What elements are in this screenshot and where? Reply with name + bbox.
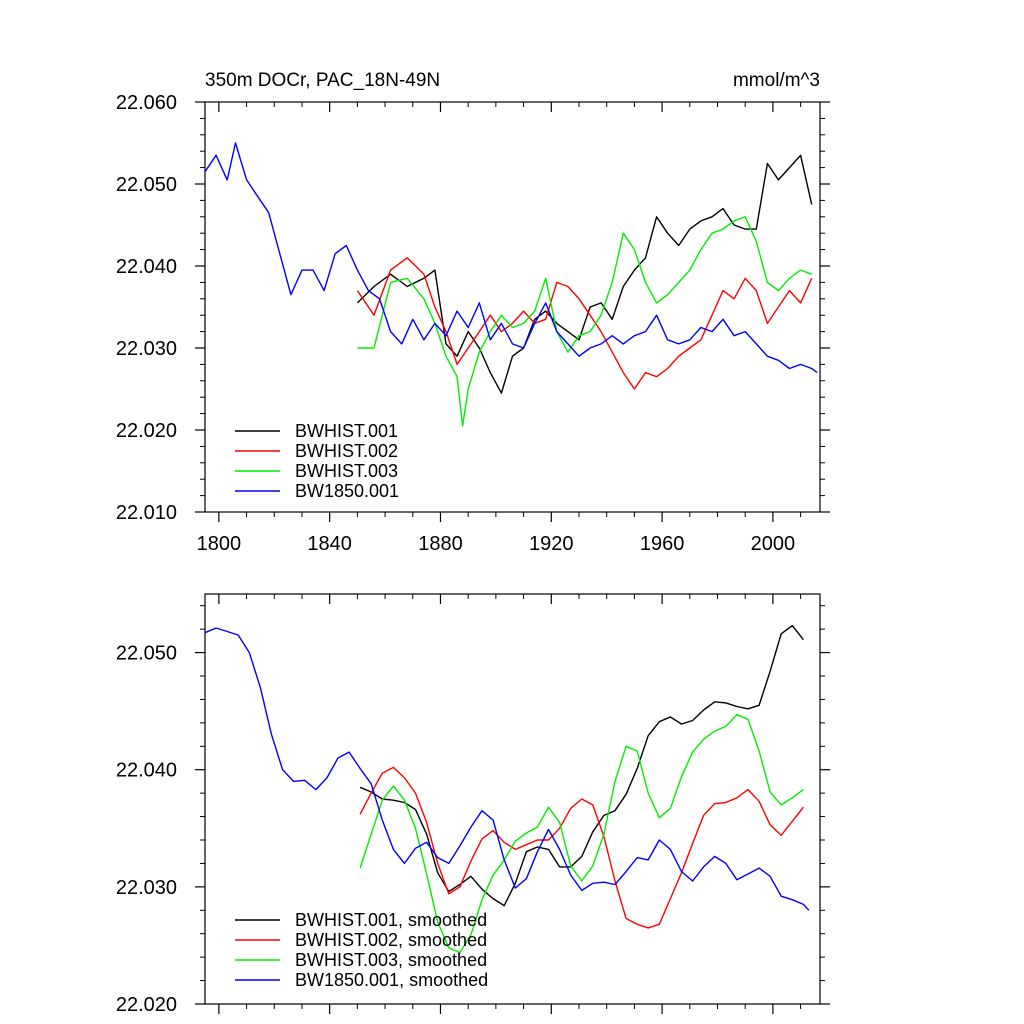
series-line-bw1850-001 <box>204 142 818 374</box>
series-line-bwhist-002-smoothed <box>359 766 804 929</box>
series-line-bw1850-001-smoothed <box>204 627 810 911</box>
units-label: mmol/m^3 <box>733 70 820 91</box>
series-line-bwhist-003-smoothed <box>359 714 804 954</box>
top-axis-ticks: 1800 1840 1880 1920 1960 2000 22.010 22.020 22.0… <box>116 92 830 555</box>
legend-label: BWHIST.002, smoothed <box>295 930 487 950</box>
y-tick-label: 22.030 <box>116 338 177 360</box>
x-tick-label: 1880 <box>418 533 463 555</box>
legend-label: BWHIST.001 <box>295 421 398 441</box>
x-tick-label: 1800 <box>197 533 242 555</box>
x-tick-label: 2000 <box>751 533 796 555</box>
top-plot-frame <box>204 101 821 513</box>
legend-label: BWHIST.001, smoothed <box>295 910 487 930</box>
y-tick-label: 22.050 <box>116 174 177 196</box>
y-tick-label: 22.010 <box>116 502 177 524</box>
legend-label: BWHIST.002 <box>295 441 398 461</box>
figure-title: 350m DOCr, PAC_18N-49N <box>205 70 440 91</box>
y-tick-label: 22.040 <box>116 256 177 278</box>
legend-label: BWHIST.003, smoothed <box>295 950 487 970</box>
y-tick-label: 22.030 <box>116 877 177 899</box>
series-line-bwhist-003 <box>357 216 812 427</box>
top-series-group <box>204 142 818 427</box>
series-line-bwhist-001 <box>356 154 813 394</box>
legend-label: BWHIST.003 <box>295 461 398 481</box>
y-tick-label: 22.040 <box>116 760 177 782</box>
legend-label: BW1850.001, smoothed <box>295 970 488 990</box>
y-tick-label: 22.050 <box>116 643 177 665</box>
legend-label: BW1850.001 <box>295 481 399 501</box>
bottom-chart-panel: 22.020 22.030 22.040 22.050 BWHIST.001, smo… <box>116 593 830 1016</box>
top-chart-panel: 1800 1840 1880 1920 1960 2000 22.010 22.020 22.0… <box>116 92 830 555</box>
x-tick-label: 1920 <box>529 533 574 555</box>
bottom-axis-ticks: 22.020 22.030 22.040 22.050 <box>116 594 830 1016</box>
y-tick-label: 22.060 <box>116 92 177 114</box>
bottom-plot-frame <box>204 593 821 1005</box>
series-line-bwhist-001-smoothed <box>359 624 804 907</box>
x-tick-label: 1960 <box>640 533 685 555</box>
y-tick-label: 22.020 <box>116 420 177 442</box>
x-tick-label: 1840 <box>307 533 352 555</box>
bottom-series-group <box>204 624 810 954</box>
y-tick-label: 22.020 <box>116 994 177 1016</box>
